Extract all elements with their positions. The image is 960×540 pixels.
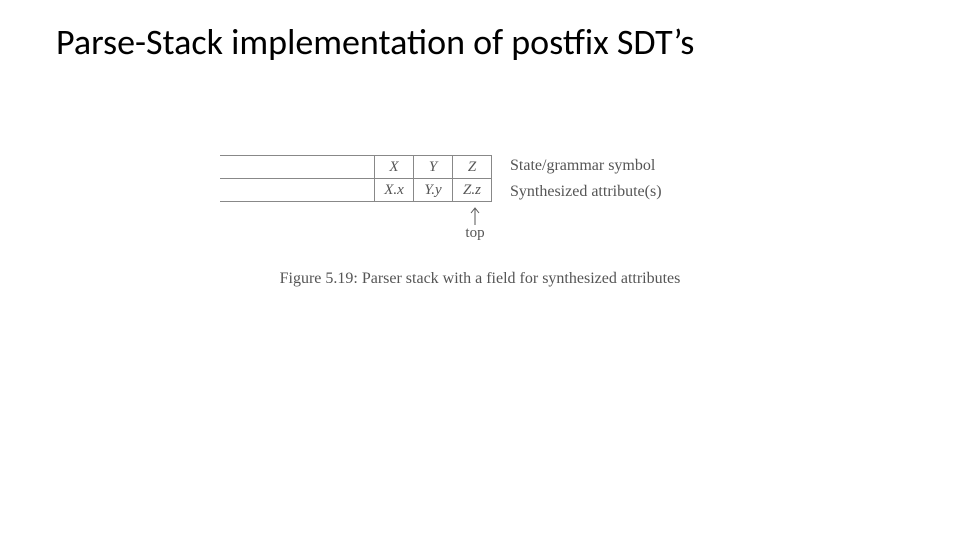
stack-cell: Y.y <box>414 179 453 202</box>
figure: X Y Z X.x Y.y Z.z State/grammar symbol S… <box>180 155 780 225</box>
stack-cell: X <box>375 156 414 179</box>
page-title: Parse-Stack implementation of postfix SD… <box>56 20 694 64</box>
row-label-2: Synthesized attribute(s) <box>510 179 662 205</box>
arrow-up-icon <box>469 205 481 225</box>
stack-cell: Z <box>453 156 492 179</box>
table-row: X Y Z <box>220 156 492 179</box>
stack-cell: X.x <box>375 179 414 202</box>
stack-diagram: X Y Z X.x Y.y Z.z State/grammar symbol S… <box>180 155 780 225</box>
stack-lead-cell <box>220 156 375 179</box>
table-row: X.x Y.y Z.z <box>220 179 492 202</box>
figure-caption: Figure 5.19: Parser stack with a field f… <box>0 270 960 288</box>
row-label-1: State/grammar symbol <box>510 153 662 179</box>
top-pointer-label: top <box>455 225 495 242</box>
stack-cell: Z.z <box>453 179 492 202</box>
stack-table: X Y Z X.x Y.y Z.z <box>220 155 492 202</box>
slide: Parse-Stack implementation of postfix SD… <box>0 0 960 540</box>
stack-lead-cell <box>220 179 375 202</box>
stack-cell: Y <box>414 156 453 179</box>
row-labels: State/grammar symbol Synthesized attribu… <box>510 153 662 205</box>
top-pointer: top <box>455 205 495 242</box>
